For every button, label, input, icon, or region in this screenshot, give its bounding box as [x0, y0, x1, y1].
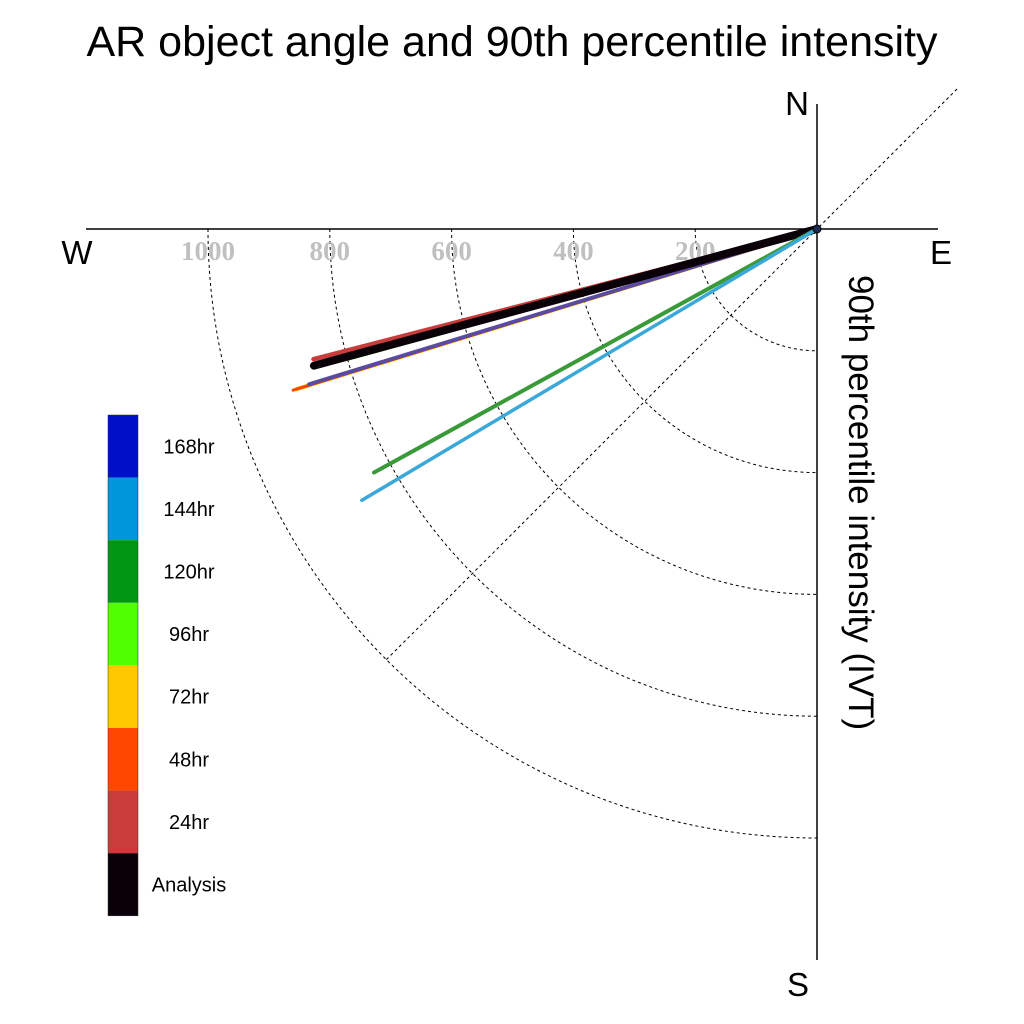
legend-label: 120hr — [163, 562, 214, 584]
grid-arc — [329, 228, 818, 717]
radial-tick-label: 1000 — [181, 236, 235, 266]
y-axis-label: 90th percentile intensity (IVT) — [841, 275, 880, 730]
grid-arc — [207, 228, 818, 839]
legend-border — [107, 414, 139, 917]
north-label: N — [785, 85, 809, 122]
grid-arc — [572, 228, 818, 474]
radial-tick-label: 600 — [431, 236, 472, 266]
legend-label: 72hr — [169, 687, 209, 709]
legend-swatch — [108, 790, 138, 854]
east-label: E — [930, 234, 952, 271]
polar-grid — [207, 86, 960, 839]
west-label: W — [61, 234, 93, 271]
radial-tick-label: 800 — [310, 236, 351, 266]
vector-144hr — [360, 227, 819, 503]
legend-swatch — [108, 415, 138, 478]
legend-label: 48hr — [169, 749, 209, 771]
legend-swatch — [108, 602, 138, 666]
grid-arc — [694, 228, 818, 352]
legend-label: 168hr — [163, 436, 214, 458]
legend: 168hr 144hr 120hr 96hr 72hr 48hr 24hr Analysis — [107, 414, 226, 917]
legend-label: 96hr — [169, 624, 209, 646]
legend-swatch — [108, 540, 138, 603]
legend-swatch — [108, 853, 138, 916]
direction-vectors — [291, 225, 821, 503]
legend-swatch — [108, 728, 138, 791]
legend-label: 24hr — [169, 812, 209, 834]
radial-tick-label: 400 — [553, 236, 594, 266]
legend-label: Analysis — [152, 875, 226, 897]
vector-analysis — [309, 225, 821, 370]
chart-title: AR object angle and 90th percentile inte… — [87, 18, 938, 66]
legend-label: 144hr — [163, 499, 214, 521]
grid-arc — [451, 228, 818, 595]
vector-120hr — [372, 227, 819, 475]
south-label: S — [787, 966, 809, 1003]
grid-diagonal — [386, 86, 960, 660]
origin-marker — [812, 224, 822, 234]
legend-swatch — [108, 477, 138, 541]
legend-swatch — [108, 665, 138, 728]
